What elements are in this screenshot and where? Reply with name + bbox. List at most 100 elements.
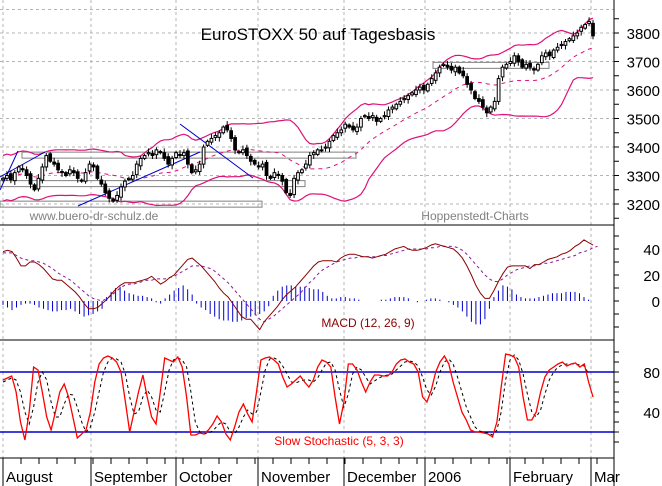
y-label-price: 3800 — [627, 26, 660, 43]
candle-down — [264, 161, 269, 176]
candle-down — [449, 65, 454, 71]
y-label-price: 3300 — [627, 169, 660, 186]
stoch-d-line — [2, 354, 590, 436]
candle-up — [300, 169, 304, 174]
month-label: October — [179, 469, 232, 486]
candle-up — [138, 157, 143, 167]
candle-up — [115, 194, 119, 201]
candle-up — [563, 41, 568, 46]
candle-up — [130, 175, 135, 180]
stoch-label-bg — [268, 433, 410, 447]
month-label: November — [261, 469, 330, 486]
candle-down — [256, 165, 261, 168]
candle-up — [496, 78, 501, 102]
candle-up — [359, 118, 363, 128]
watermark-left: www.buero-dr-schulz.de — [29, 209, 159, 223]
candle-up — [335, 132, 340, 138]
candle-up — [146, 152, 151, 155]
candle-down — [445, 64, 450, 68]
candle-up — [174, 152, 178, 159]
y-label-stoch: 80 — [643, 365, 660, 382]
month-label: December — [347, 469, 416, 486]
grid-lines — [0, 0, 614, 458]
candle-up — [536, 63, 540, 71]
candle-down — [56, 162, 60, 171]
candle-up — [579, 26, 584, 32]
candle-up — [362, 115, 367, 118]
candle-down — [532, 68, 536, 71]
candle-down — [268, 175, 273, 179]
candle-up — [355, 126, 359, 133]
candle-down — [24, 169, 29, 177]
candle-up — [418, 86, 422, 91]
trend-line — [0, 150, 19, 191]
candle-up — [315, 149, 320, 155]
candle-down — [457, 66, 462, 74]
macd-histogram — [2, 285, 589, 325]
candle-down — [520, 59, 525, 68]
candlesticks — [1, 17, 595, 203]
candle-down — [150, 153, 155, 157]
candle-down — [280, 175, 285, 182]
month-label: 2006 — [428, 469, 461, 486]
candle-down — [461, 70, 466, 77]
bollinger-middle — [2, 47, 594, 181]
stochastic-panel: Slow Stochastic (5, 3, 3) — [0, 353, 614, 448]
chart-title: EuroSTOXX 50 auf Tagesbasis — [201, 25, 436, 44]
stochastic-label: Slow Stochastic (5, 3, 3) — [274, 434, 403, 448]
price-panel: EuroSTOXX 50 auf Tagesbasis www.buero-dr… — [0, 17, 595, 223]
signal-line — [3, 245, 598, 323]
candle-down — [284, 178, 289, 194]
y-label-macd: 40 — [643, 242, 660, 259]
candle-up — [555, 46, 560, 51]
candle-down — [28, 173, 33, 185]
candle-up — [221, 126, 226, 134]
candle-up — [331, 135, 336, 141]
candle-up — [429, 78, 434, 84]
candle-up — [319, 149, 324, 152]
candle-up — [217, 132, 222, 138]
stoch-k-line — [2, 353, 594, 442]
watermark-right: Hoppenstedt-Charts — [421, 209, 528, 223]
candle-up — [12, 172, 17, 182]
candle-up — [311, 152, 316, 156]
candle-down — [477, 98, 481, 102]
candle-down — [528, 62, 532, 68]
candle-up — [390, 106, 395, 110]
candle-down — [547, 51, 552, 57]
price-box — [0, 200, 263, 208]
y-label-macd: 20 — [643, 268, 660, 285]
candle-down — [32, 184, 37, 191]
candle-down — [374, 116, 379, 122]
candle-up — [241, 149, 245, 154]
candle-down — [469, 82, 473, 91]
candle-down — [237, 151, 241, 154]
candle-down — [20, 168, 25, 171]
candle-up — [500, 66, 505, 78]
bollinger-upper — [2, 17, 594, 158]
candle-up — [571, 35, 576, 41]
candle-up — [44, 155, 49, 168]
candle-down — [366, 116, 371, 119]
candle-up — [1, 177, 5, 181]
candle-down — [111, 198, 116, 202]
price-box — [432, 61, 550, 69]
candle-up — [16, 166, 21, 173]
candle-down — [162, 152, 167, 159]
candle-down — [91, 164, 96, 168]
candle-up — [575, 32, 580, 37]
candle-up — [508, 61, 513, 64]
candle-up — [394, 103, 399, 110]
candle-up — [292, 177, 296, 196]
y-label-price: 3600 — [627, 83, 660, 100]
candle-up — [260, 163, 265, 168]
candle-up — [378, 118, 383, 122]
candle-up — [134, 163, 139, 176]
candle-down — [178, 153, 182, 157]
candle-up — [67, 169, 72, 175]
candle-down — [64, 172, 68, 176]
candle-up — [402, 98, 407, 101]
candle-up — [343, 123, 348, 129]
candle-up — [433, 72, 438, 81]
